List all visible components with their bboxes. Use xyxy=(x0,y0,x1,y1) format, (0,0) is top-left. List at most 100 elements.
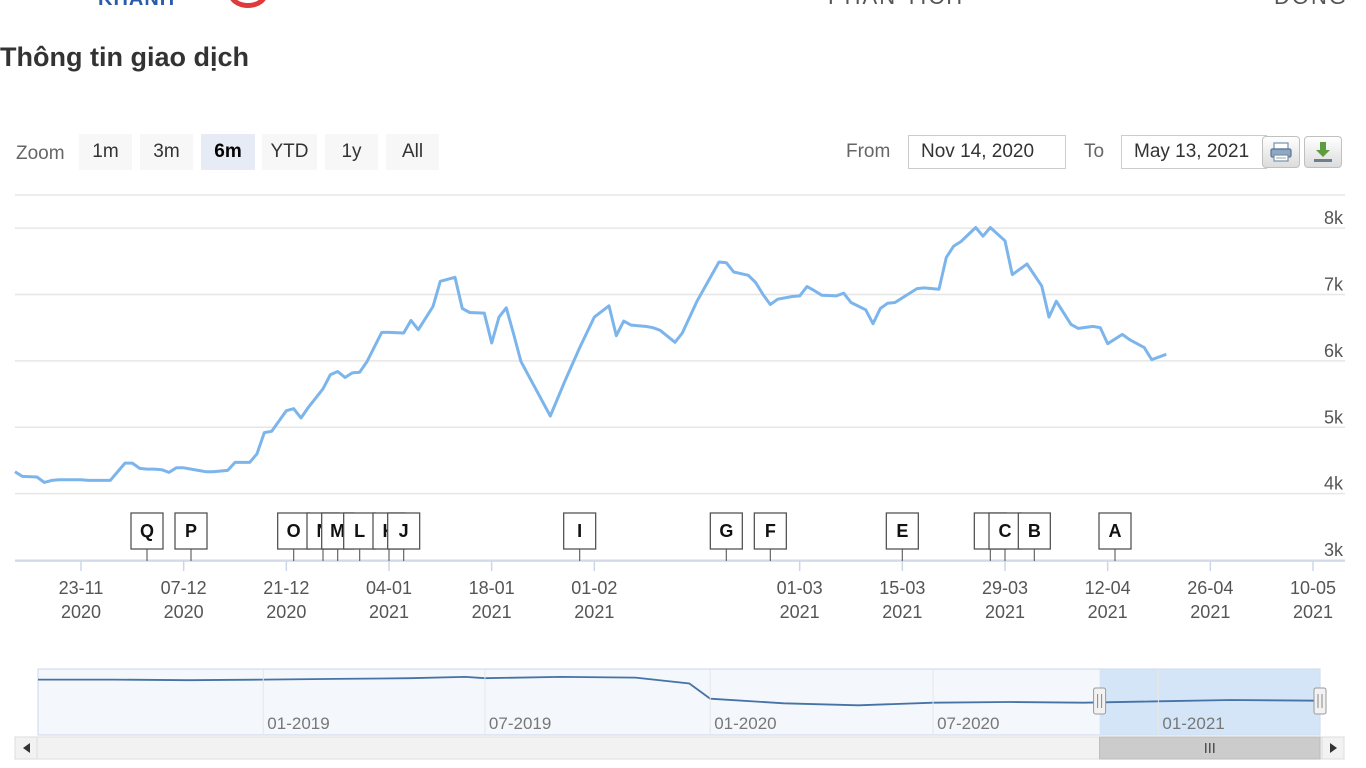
x-tick-label: 01-02 xyxy=(571,578,617,598)
x-tick-year-label: 2021 xyxy=(780,602,820,622)
x-tick-year-label: 2021 xyxy=(1190,602,1230,622)
x-tick-year-label: 2021 xyxy=(985,602,1025,622)
x-tick-label: 01-03 xyxy=(777,578,823,598)
zoom-6m-button[interactable]: 6m xyxy=(201,134,255,170)
y-tick-label: 3k xyxy=(1324,540,1344,560)
flag-box xyxy=(1098,512,1132,550)
event-flag-e[interactable]: E xyxy=(885,512,919,561)
navigator-left-handle[interactable] xyxy=(1093,687,1107,715)
event-flag-a[interactable]: A xyxy=(1098,512,1132,561)
from-label: From xyxy=(846,141,891,162)
y-tick-label: 6k xyxy=(1324,341,1344,361)
flag-label: F xyxy=(765,521,776,541)
y-tick-label: 4k xyxy=(1324,474,1344,494)
navigator-x-label: 01-2021 xyxy=(1162,714,1224,733)
event-flag-b[interactable]: B xyxy=(1017,512,1051,561)
y-tick-label: 7k xyxy=(1324,275,1344,295)
event-flag-j[interactable]: J xyxy=(387,512,421,561)
flag-label: P xyxy=(185,521,197,541)
navigator-right-handle[interactable] xyxy=(1313,687,1327,715)
navigator-x-label: 07-2019 xyxy=(489,714,551,733)
scrollbar-left-button[interactable] xyxy=(14,736,38,760)
x-tick-year-label: 2021 xyxy=(882,602,922,622)
x-tick-year-label: 2020 xyxy=(266,602,306,622)
handle-body xyxy=(1093,687,1107,715)
x-tick-label: 15-03 xyxy=(879,578,925,598)
x-tick-label: 04-01 xyxy=(366,578,412,598)
navigator-x-label: 07-2020 xyxy=(937,714,999,733)
to-date-input[interactable] xyxy=(1121,135,1267,169)
flag-label: O xyxy=(287,521,301,541)
x-tick-year-label: 2021 xyxy=(472,602,512,622)
x-tick-year-label: 2021 xyxy=(369,602,409,622)
zoom-all-button[interactable]: All xyxy=(386,134,439,170)
printer-icon xyxy=(1270,142,1292,162)
flag-label: I xyxy=(577,521,582,541)
flag-box xyxy=(343,512,377,550)
event-flag-g[interactable]: G xyxy=(709,512,743,561)
x-tick-label: 23-11 xyxy=(59,578,104,598)
event-flag-o[interactable]: O xyxy=(277,512,311,561)
to-label: To xyxy=(1084,141,1105,162)
event-flag-q[interactable]: Q xyxy=(130,512,164,561)
x-tick-label: 21-12 xyxy=(263,578,309,598)
flag-box xyxy=(885,512,919,550)
x-tick-year-label: 2021 xyxy=(574,602,614,622)
event-flag-f[interactable]: F xyxy=(753,512,787,561)
handle-body xyxy=(1313,687,1327,715)
navigator-x-label: 01-2019 xyxy=(267,714,329,733)
zoom-ytd-button[interactable]: YTD xyxy=(262,134,317,170)
event-flag-p[interactable]: P xyxy=(174,512,208,561)
download-button[interactable] xyxy=(1304,136,1342,168)
flag-box xyxy=(277,512,311,550)
flag-box xyxy=(130,512,164,550)
y-tick-label: 5k xyxy=(1324,407,1344,427)
flag-label: E xyxy=(896,521,908,541)
flag-box xyxy=(1017,512,1051,550)
x-tick-label: 18-01 xyxy=(469,578,515,598)
arrow-left-icon xyxy=(23,743,30,753)
x-tick-label: 12-04 xyxy=(1085,578,1131,598)
event-flag-i[interactable]: I xyxy=(563,512,597,561)
navigator-series-line xyxy=(38,675,1321,707)
flag-label: B xyxy=(1028,521,1041,541)
flag-box xyxy=(563,512,597,550)
top-header: KHANH PHÂN TÍCH ĐỒNG xyxy=(0,0,1366,10)
nav-item-dong[interactable]: ĐỒNG xyxy=(1274,0,1348,10)
price-series-line xyxy=(14,226,1167,484)
x-tick-year-label: 2021 xyxy=(1293,602,1333,622)
flag-label: L xyxy=(354,521,365,541)
flag-label: A xyxy=(1109,521,1122,541)
nav-item-phan-tich[interactable]: PHÂN TÍCH xyxy=(828,0,964,10)
flag-box xyxy=(387,512,421,550)
flag-label: M xyxy=(330,521,345,541)
print-button[interactable] xyxy=(1262,136,1300,168)
zoom-label: Zoom xyxy=(16,143,65,164)
plot-background xyxy=(15,193,1345,568)
x-tick-year-label: 2021 xyxy=(1088,602,1128,622)
x-tick-year-label: 2020 xyxy=(61,602,101,622)
zoom-3m-button[interactable]: 3m xyxy=(140,134,193,170)
x-tick-label: 26-04 xyxy=(1187,578,1233,598)
x-tick-label: 10-05 xyxy=(1290,578,1336,598)
from-date-input[interactable] xyxy=(908,135,1066,169)
flag-box xyxy=(753,512,787,550)
download-icon xyxy=(1314,142,1332,162)
navigator-x-label: 01-2020 xyxy=(714,714,776,733)
flag-label: C xyxy=(999,521,1012,541)
scrollbar-right-button[interactable] xyxy=(1321,736,1345,760)
x-tick-label: 07-12 xyxy=(161,578,207,598)
arrow-right-icon xyxy=(1330,743,1337,753)
event-flag-l[interactable]: L xyxy=(343,512,377,561)
flag-label: J xyxy=(399,521,409,541)
x-tick-year-label: 2020 xyxy=(164,602,204,622)
flag-box xyxy=(174,512,208,550)
flag-box xyxy=(709,512,743,550)
flag-label: G xyxy=(719,521,733,541)
zoom-1m-button[interactable]: 1m xyxy=(79,134,132,170)
logo-text: KHANH xyxy=(98,0,175,10)
zoom-1y-button[interactable]: 1y xyxy=(325,134,378,170)
page-title: Thông tin giao dịch xyxy=(0,42,249,72)
x-tick-label: 29-03 xyxy=(982,578,1028,598)
